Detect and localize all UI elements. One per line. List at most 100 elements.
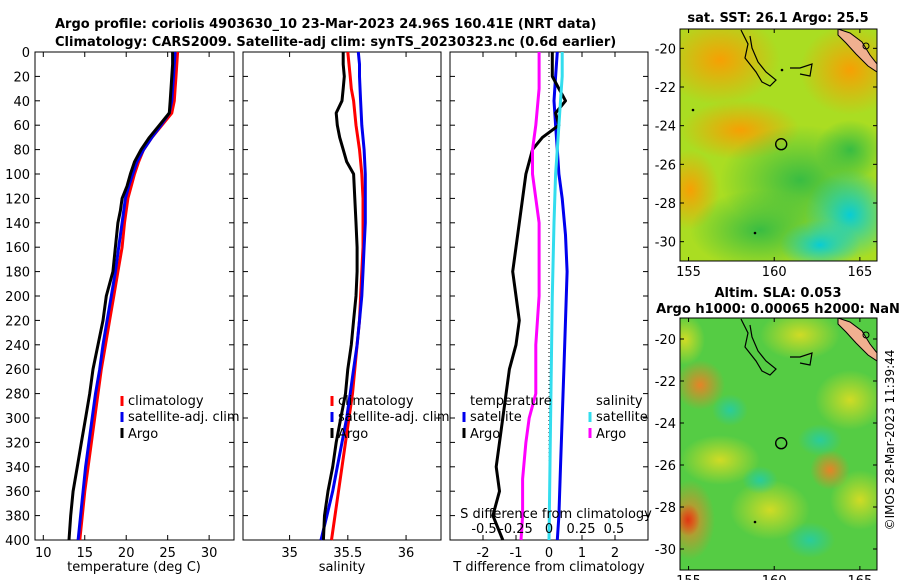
- salinity-x-axis: 35 35.5 36: [281, 52, 414, 561]
- map-x-tick-label: 155: [676, 265, 701, 280]
- series-line-salinity-argo: [519, 52, 541, 541]
- map-y-tick-label: -20: [655, 42, 676, 57]
- depth-tick-label: 60: [13, 119, 30, 134]
- depth-tick-label: 200: [5, 290, 30, 305]
- salinity-y-ticks: [243, 51, 441, 541]
- x-tick-label: 10: [35, 546, 52, 561]
- s-tick-label: -0.25: [499, 522, 533, 537]
- x-tick-label: 36: [398, 546, 415, 561]
- depth-tick-label: 0: [22, 46, 30, 61]
- x-tick-label: 0: [545, 546, 553, 561]
- sla-field: [680, 318, 877, 570]
- copyright-stamp: ©IMOS 28-Mar-2023 11:39:44: [883, 350, 897, 531]
- depth-tick-label: 380: [5, 510, 30, 525]
- map-x-tick-label: 155: [676, 574, 701, 580]
- sla-map: Altim. SLA: 0.053 Argo h1000: 0.00065 h2…: [655, 286, 900, 580]
- series-line-temperature-argo: [491, 52, 567, 541]
- legend-climatology: climatology: [128, 394, 204, 409]
- map-x-tick-label: 165: [847, 265, 872, 280]
- title-line-2: Climatology: CARS2009. Satellite-adj cli…: [55, 35, 616, 50]
- map-y-tick-label: -26: [655, 158, 676, 173]
- series-line-argo: [321, 52, 359, 541]
- x-tick-label: -1: [510, 546, 523, 561]
- x-tick-label: 1: [578, 546, 586, 561]
- x-tick-label: 30: [201, 546, 218, 561]
- legend-sal-argo: Argo: [596, 427, 626, 442]
- depth-tick-label: 240: [5, 339, 30, 354]
- depth-tick-label: 300: [5, 412, 30, 427]
- series-line-salinity-satellite: [547, 52, 564, 541]
- s-tick-label: 0: [545, 522, 553, 537]
- temperature-series: [67, 51, 180, 541]
- map-y-tick-label: -22: [655, 375, 676, 390]
- depth-tick-label: 100: [5, 168, 30, 183]
- legend-satellite-adj: satellite-adj. clim: [338, 410, 450, 425]
- map-x-tick-label: 160: [762, 574, 787, 580]
- series-line-climatology: [78, 51, 180, 541]
- sst-map: sat. SST: 26.1 Argo: 25.5 155 160 165 -20 -2…: [655, 11, 878, 280]
- x-tick-label: 35.5: [333, 546, 362, 561]
- x-tick-label: 20: [118, 546, 135, 561]
- difference-xlabel: T difference from climatology: [452, 560, 645, 575]
- x-tick-label: 35: [281, 546, 298, 561]
- depth-axis: 0 20 40 60 80 100 120 140 160 180 200 220 240 260 280 3…: [5, 46, 234, 549]
- difference-x-axis: -2 -1 0 1 2: [477, 52, 619, 561]
- legend-temp-satellite: satellite: [470, 410, 522, 425]
- depth-tick-label: 320: [5, 436, 30, 451]
- depth-tick-label: 180: [5, 266, 30, 281]
- map-y-tick-label: -30: [655, 236, 676, 251]
- salinity-panel: 35 35.5 36 salinity climatology satellite-…: [242, 51, 450, 575]
- x-tick-label: 15: [76, 546, 93, 561]
- depth-tick-label: 220: [5, 314, 30, 329]
- map-y-tick-label: -30: [655, 543, 676, 558]
- legend-salinity-header: salinity: [596, 394, 643, 409]
- difference-panel: -2 -1 0 1 2 T difference from climatology S …: [449, 51, 652, 575]
- legend-sal-satellite: satellite: [596, 410, 648, 425]
- temperature-legend: climatology satellite-adj. clim Argo: [120, 394, 240, 442]
- depth-tick-label: 280: [5, 388, 30, 403]
- map-y-tick-label: -24: [655, 120, 676, 135]
- temperature-xlabel: temperature (deg C): [67, 560, 201, 575]
- series-line-temperature-satellite: [552, 51, 569, 541]
- depth-tick-label: 140: [5, 217, 30, 232]
- legend-temperature-header: temperature: [470, 394, 552, 409]
- sla-map-frame: [679, 317, 878, 571]
- s-tick-label: -0.5: [471, 522, 496, 537]
- salinity-xlabel: salinity: [319, 560, 366, 575]
- difference-y-ticks: [450, 51, 648, 541]
- title-line-1: Argo profile: coriolis 4903630_10 23-Mar…: [55, 17, 597, 32]
- s-tick-label: 0.5: [604, 522, 625, 537]
- map-x-tick-label: 165: [847, 574, 872, 580]
- x-tick-label: 25: [159, 546, 176, 561]
- depth-tick-label: 160: [5, 241, 30, 256]
- sla-map-title-line-1: Altim. SLA: 0.053: [715, 286, 842, 301]
- legend-climatology: climatology: [338, 394, 414, 409]
- salinity-series: [319, 51, 367, 541]
- salinity-diff-axis-label: S difference from climatology: [460, 507, 652, 522]
- sla-map-axes: 155 160 165 -20 -22 -24 -26 -28 -30: [655, 318, 877, 580]
- argo-float-marker: [775, 137, 788, 151]
- sst-map-frame: [679, 28, 878, 262]
- temperature-plot-frame: [34, 51, 235, 541]
- legend-temp-argo: Argo: [470, 427, 500, 442]
- s-tick-label: 0.25: [567, 522, 596, 537]
- map-y-tick-label: -28: [655, 197, 676, 212]
- series-line-satellite-adj-clim: [319, 51, 367, 541]
- sla-map-title-line-2: Argo h1000: 0.00065 h2000: NaN: [656, 302, 900, 317]
- legend-argo: Argo: [338, 427, 368, 442]
- x-tick-label: -2: [477, 546, 490, 561]
- depth-tick-label: 20: [13, 70, 30, 85]
- temperature-x-axis: 10 15 20 25 30: [35, 52, 217, 561]
- difference-legend-temperature: temperature satellite Argo: [462, 394, 552, 442]
- series-line-argo: [67, 52, 175, 541]
- sst-map-axes: 155 160 165 -20 -22 -24 -26 -28 -30: [655, 29, 877, 280]
- sst-map-title: sat. SST: 26.1 Argo: 25.5: [687, 11, 868, 26]
- depth-tick-label: 260: [5, 363, 30, 378]
- map-y-tick-label: -20: [655, 333, 676, 348]
- legend-satellite-adj: satellite-adj. clim: [128, 410, 240, 425]
- depth-tick-label: 400: [5, 534, 30, 549]
- temperature-panel: 0 20 40 60 80 100 120 140 160 180 200 220 240 260 280 3…: [5, 46, 239, 575]
- difference-legend-salinity: salinity satellite Argo: [588, 394, 648, 442]
- map-y-tick-label: -28: [655, 501, 676, 516]
